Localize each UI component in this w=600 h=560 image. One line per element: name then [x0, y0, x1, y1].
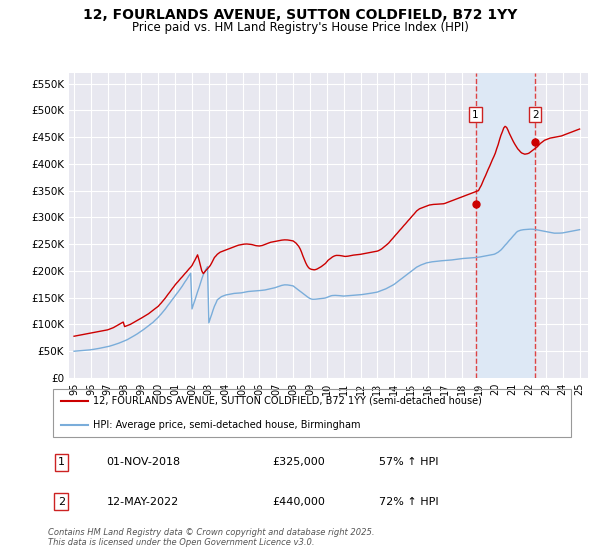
- Text: 12-MAY-2022: 12-MAY-2022: [107, 497, 179, 507]
- Text: HPI: Average price, semi-detached house, Birmingham: HPI: Average price, semi-detached house,…: [94, 420, 361, 430]
- Text: £325,000: £325,000: [272, 458, 325, 468]
- Bar: [476, 73, 535, 378]
- Text: 1: 1: [58, 458, 65, 468]
- Text: 2: 2: [58, 497, 65, 507]
- Text: 57% ↑ HPI: 57% ↑ HPI: [379, 458, 439, 468]
- Text: Price paid vs. HM Land Registry's House Price Index (HPI): Price paid vs. HM Land Registry's House …: [131, 21, 469, 34]
- Text: 12, FOURLANDS AVENUE, SUTTON COLDFIELD, B72 1YY (semi-detached house): 12, FOURLANDS AVENUE, SUTTON COLDFIELD, …: [94, 396, 482, 406]
- Text: 2: 2: [532, 110, 539, 120]
- Text: 72% ↑ HPI: 72% ↑ HPI: [379, 497, 439, 507]
- Text: 12, FOURLANDS AVENUE, SUTTON COLDFIELD, B72 1YY: 12, FOURLANDS AVENUE, SUTTON COLDFIELD, …: [83, 8, 517, 22]
- Text: 01-NOV-2018: 01-NOV-2018: [107, 458, 181, 468]
- Text: £440,000: £440,000: [272, 497, 325, 507]
- Text: 1: 1: [472, 110, 479, 120]
- Text: Contains HM Land Registry data © Crown copyright and database right 2025.
This d: Contains HM Land Registry data © Crown c…: [48, 528, 374, 547]
